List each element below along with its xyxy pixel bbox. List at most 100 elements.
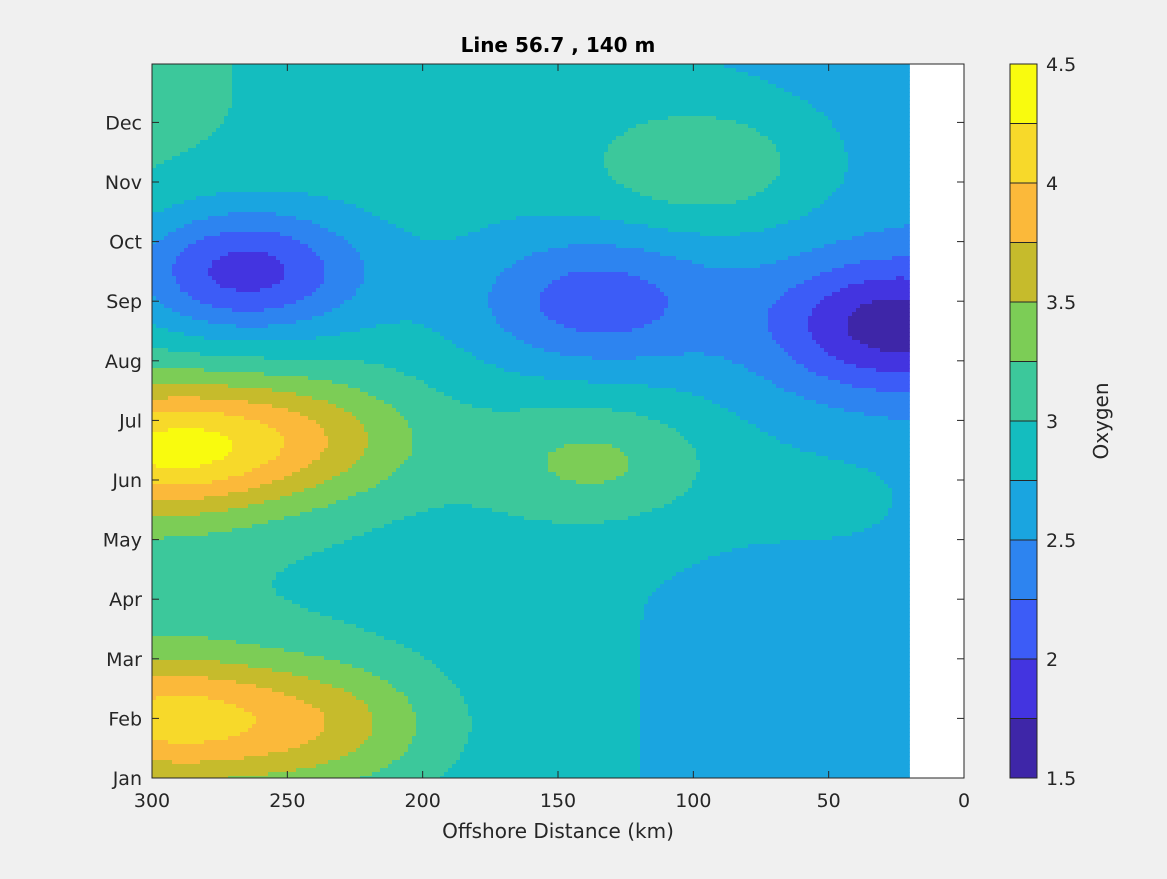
contour-cell — [396, 468, 549, 473]
contour-cell — [496, 276, 561, 281]
contour-cell — [152, 512, 201, 517]
contour-cell — [152, 176, 613, 181]
contour-cell — [152, 764, 317, 769]
contour-cell — [676, 428, 761, 433]
contour-cell — [568, 244, 617, 249]
contour-cell — [876, 388, 910, 393]
contour-cell — [636, 356, 725, 361]
contour-cell — [664, 312, 769, 317]
contour-cell — [356, 696, 409, 701]
contour-cell — [316, 420, 361, 425]
contour-cell — [152, 380, 333, 385]
contour-cell — [284, 648, 413, 653]
contour-cell — [232, 92, 793, 97]
contour-cell — [848, 156, 910, 161]
contour-cell — [152, 388, 273, 393]
contour-cell — [316, 336, 445, 341]
contour-cell — [640, 636, 910, 641]
contour-cell — [244, 416, 309, 421]
contour-cell — [684, 568, 910, 573]
contour-cell — [168, 328, 361, 333]
contour-cell — [604, 160, 781, 165]
contour-cell — [588, 380, 773, 385]
contour-cell — [368, 440, 413, 445]
contour-cell — [152, 208, 165, 213]
contour-cell — [292, 472, 341, 477]
contour-cell — [516, 216, 601, 221]
contour-cell — [212, 264, 285, 269]
contour-cell — [216, 128, 629, 133]
contour-cell — [760, 264, 845, 269]
contour-cell — [152, 232, 169, 237]
contour-cell — [164, 208, 365, 213]
contour-cell — [640, 704, 910, 709]
contour-cell — [844, 360, 910, 365]
contour-cell — [504, 268, 833, 273]
contour-cell — [332, 308, 493, 313]
contour-cell — [156, 324, 237, 329]
contour-cell — [828, 352, 910, 357]
contour-cell — [748, 544, 910, 549]
contour-cell — [816, 452, 910, 457]
contour-cell — [812, 308, 857, 313]
contour-cell — [640, 744, 910, 749]
contour-cell — [556, 320, 653, 325]
contour-cell — [544, 348, 785, 353]
contour-cell — [640, 672, 910, 677]
contour-cell — [648, 224, 777, 229]
contour-cell — [820, 272, 910, 277]
contour-cell — [688, 488, 893, 493]
contour-cell — [220, 432, 281, 437]
contour-cell — [864, 232, 910, 237]
contour-cell — [340, 660, 433, 665]
contour-cell — [772, 380, 841, 385]
contour-cell — [152, 416, 245, 421]
contour-cell — [152, 276, 177, 281]
contour-cell — [444, 392, 693, 397]
contour-cell — [152, 260, 177, 265]
contour-cell — [556, 448, 621, 453]
contour-cell — [640, 676, 910, 681]
contour-cell — [152, 340, 453, 345]
contour-cell — [764, 228, 885, 233]
contour-cell — [820, 344, 869, 349]
contour-cell — [152, 220, 193, 225]
contour-cell — [152, 300, 161, 305]
contour-cell — [892, 500, 910, 505]
contour-cell — [736, 200, 825, 205]
contour-cell — [548, 316, 661, 321]
contour-cell — [488, 296, 541, 301]
contour-cell — [848, 168, 910, 173]
contour-cell — [284, 596, 649, 601]
contour-cell — [640, 684, 910, 689]
contour-cell — [768, 324, 809, 329]
contour-cell — [208, 320, 297, 325]
contour-cell — [880, 348, 910, 353]
contour-cell — [152, 284, 181, 289]
contour-cell — [152, 592, 277, 597]
contour-cell — [356, 288, 493, 293]
contour-cell — [412, 440, 689, 445]
contour-cell — [152, 184, 625, 189]
contour-cell — [780, 440, 910, 445]
contour-cell — [248, 400, 329, 405]
y-tick-label: Oct — [109, 232, 142, 254]
contour-cell — [152, 524, 253, 529]
contour-cell — [352, 664, 437, 669]
contour-cell — [152, 652, 305, 657]
contour-cell — [540, 308, 665, 313]
contour-cell — [288, 408, 345, 413]
contour-cell — [304, 296, 353, 301]
contour-cell — [660, 584, 910, 589]
contour-cell — [152, 336, 205, 341]
contour-cell — [356, 748, 409, 753]
contour-cell — [488, 292, 541, 297]
contour-cell — [776, 176, 845, 181]
contour-cell — [308, 464, 353, 469]
contour-cell — [844, 148, 910, 153]
contour-cell — [776, 144, 845, 149]
contour-cell — [860, 304, 910, 309]
contour-cell — [776, 300, 821, 305]
contour-cell — [696, 476, 881, 481]
contour-cell — [608, 168, 781, 173]
